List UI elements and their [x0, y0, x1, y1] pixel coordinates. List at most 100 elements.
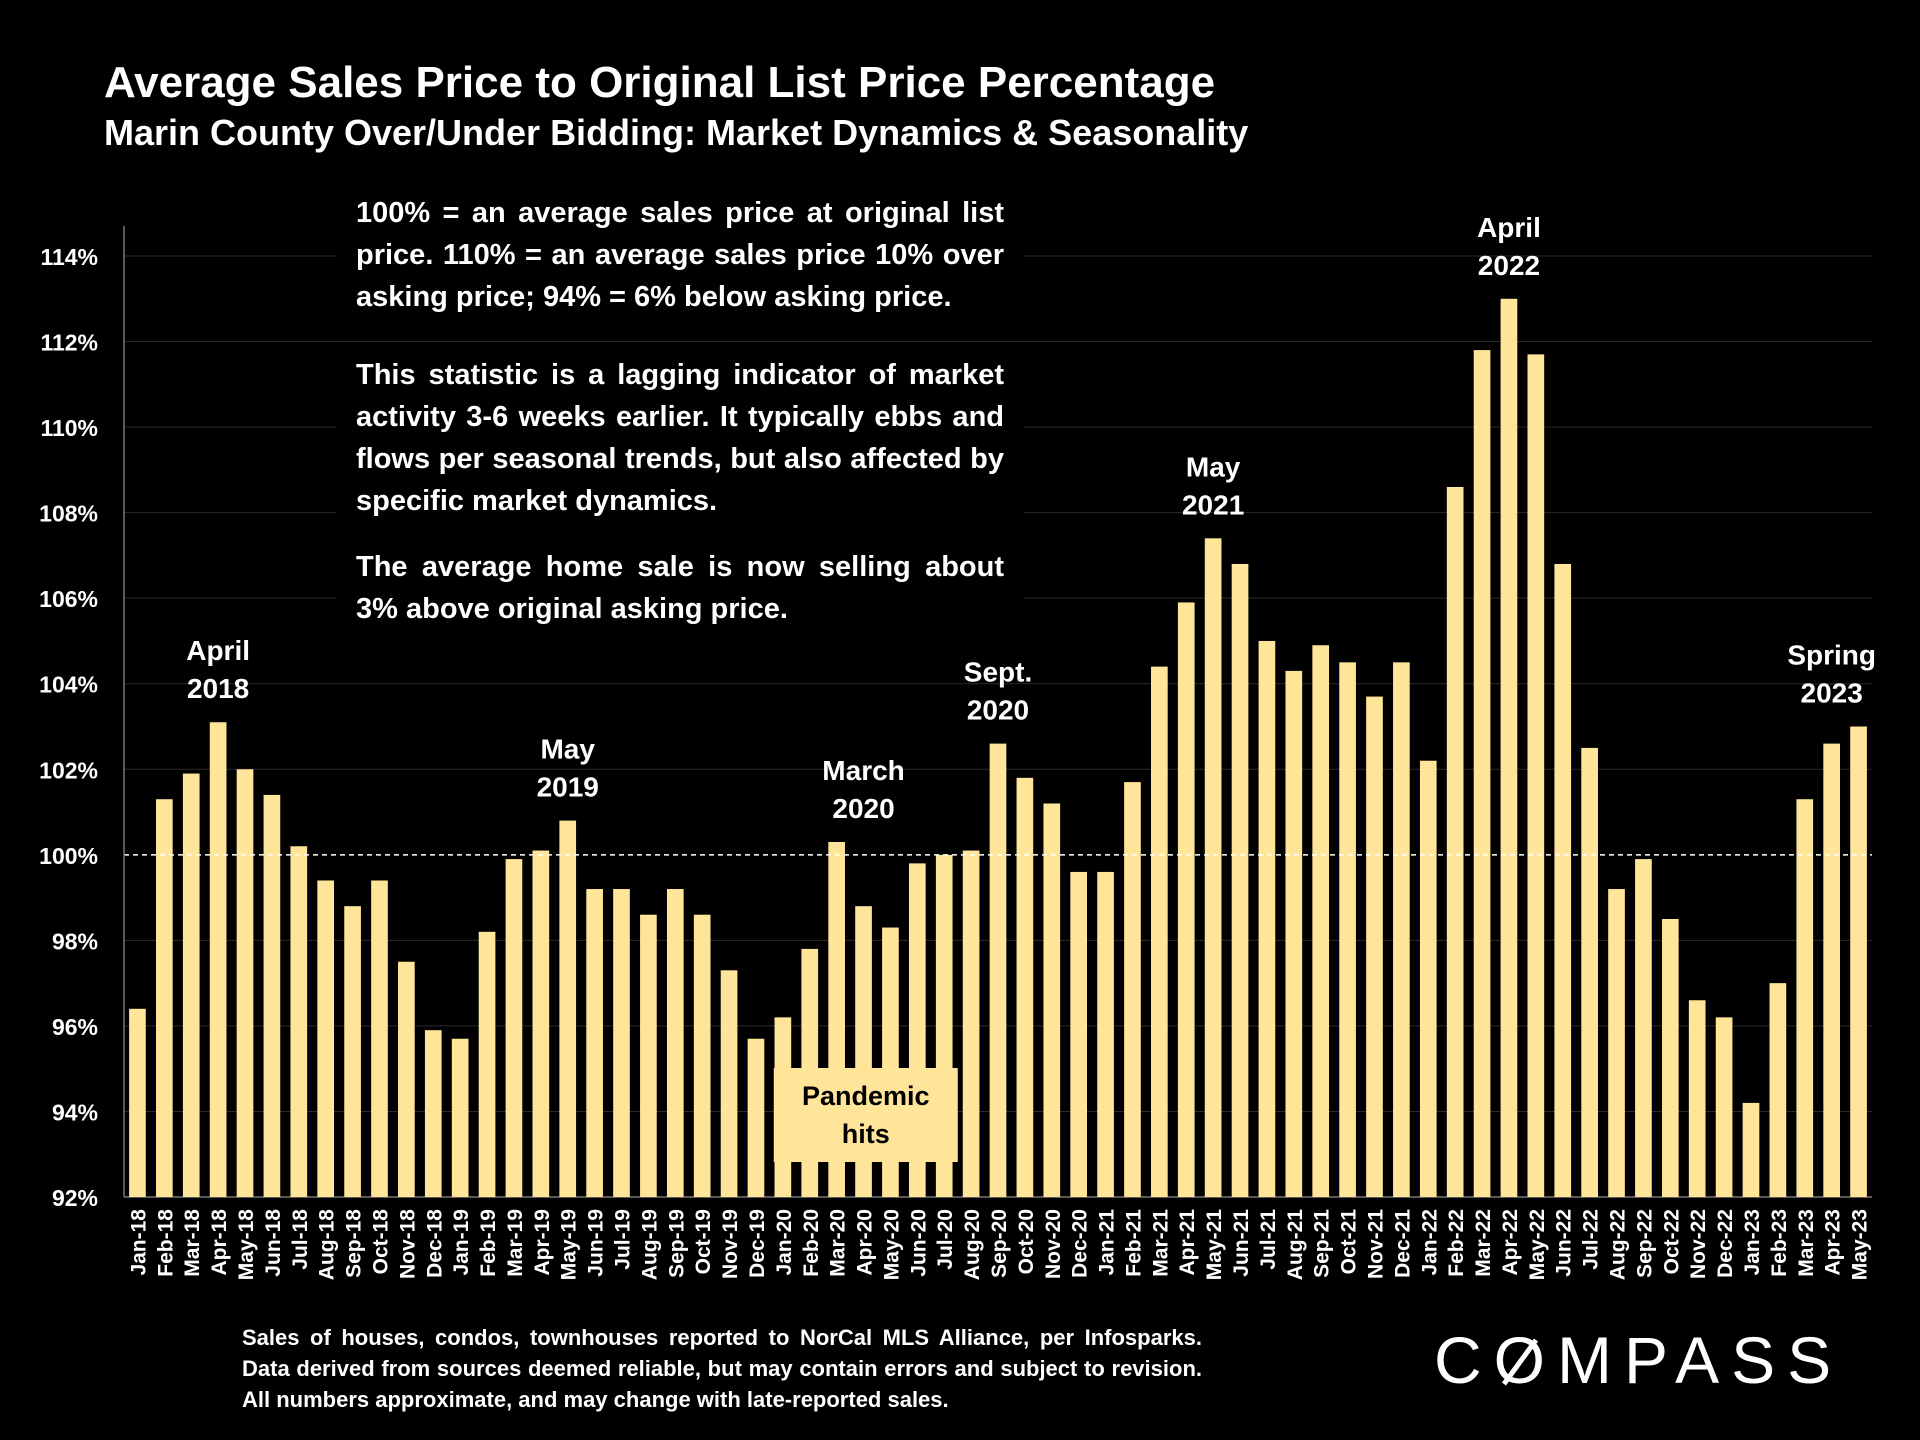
x-tick-label: May-21 [1203, 1209, 1226, 1281]
x-tick-label: Nov-21 [1364, 1209, 1387, 1279]
x-tick-label: Apr-20 [854, 1209, 877, 1276]
x-tick-label: Feb-22 [1445, 1209, 1468, 1277]
bar [1742, 1102, 1760, 1197]
bar [1231, 563, 1249, 1197]
x-tick-label: Oct-22 [1660, 1209, 1683, 1274]
bar [1204, 538, 1222, 1197]
bar [209, 722, 227, 1197]
annotation: May 2021 [1182, 451, 1244, 520]
x-tick-label: Jan-18 [127, 1209, 150, 1276]
x-tick-label: Sep-18 [343, 1209, 366, 1278]
bar [156, 799, 173, 1197]
bar [1850, 726, 1867, 1197]
bar [371, 880, 388, 1197]
y-tick-label: 110% [40, 415, 98, 441]
annotation: March 2020 [822, 755, 904, 824]
bar [1635, 859, 1652, 1197]
x-tick-label: Feb-20 [800, 1209, 823, 1277]
x-tick-label: Apr-23 [1822, 1209, 1845, 1276]
annotation-text: 2023 [1801, 678, 1863, 709]
x-tick-label: Nov-19 [719, 1209, 742, 1279]
annotation-text: 2022 [1478, 250, 1540, 281]
bar [290, 846, 308, 1197]
x-tick-label: May-20 [880, 1209, 903, 1280]
x-tick-label: Mar-21 [1149, 1209, 1172, 1277]
bar [1554, 563, 1572, 1197]
y-tick-label: 100% [39, 843, 98, 869]
bar [1823, 743, 1840, 1197]
bar [1366, 696, 1383, 1197]
bar [1070, 871, 1088, 1197]
bar [1393, 662, 1410, 1197]
bar [263, 794, 281, 1197]
source-footnote: Sales of houses, condos, townhouses repo… [242, 1325, 1202, 1412]
annotation-text: 2020 [967, 695, 1029, 726]
bar [451, 1038, 469, 1197]
x-tick-label: Jul-18 [289, 1209, 312, 1270]
chart-subtitle: Marin County Over/Under Bidding: Market … [104, 112, 1249, 153]
x-tick-label: Jan-22 [1418, 1209, 1441, 1276]
bar [478, 931, 496, 1197]
x-tick-label: Jul-19 [612, 1209, 635, 1270]
y-tick-label: 92% [52, 1185, 98, 1211]
x-tick-label: Sep-21 [1311, 1209, 1334, 1278]
x-tick-label: Mar-18 [181, 1209, 204, 1277]
bar [1473, 350, 1491, 1198]
y-tick-label: 114% [40, 244, 98, 270]
x-tick-label: Dec-19 [746, 1209, 769, 1278]
x-tick-label: Jan-21 [1096, 1209, 1119, 1276]
x-tick-label: Dec-20 [1069, 1209, 1092, 1278]
x-tick-label: Apr-22 [1499, 1209, 1522, 1276]
x-tick-label: Apr-19 [531, 1209, 554, 1276]
x-tick-label: Mar-23 [1795, 1209, 1818, 1277]
x-tick-label: Jul-21 [1257, 1209, 1280, 1270]
annotation-text: 2021 [1182, 489, 1244, 520]
annotation-text: March [822, 755, 904, 786]
bar [747, 1038, 765, 1197]
x-tick-label: Aug-22 [1607, 1209, 1630, 1280]
x-axis-ticks: Jan-18 Feb-18 Mar-18 Apr-18 May-18 Jun-18 Jul-… [127, 1209, 1871, 1281]
bar [129, 1008, 146, 1197]
x-tick-label: Jun-22 [1553, 1209, 1576, 1277]
annotation-text: 2020 [832, 793, 894, 824]
bar [1151, 666, 1168, 1197]
x-tick-label: Dec-21 [1391, 1209, 1414, 1278]
x-tick-label: Sep-19 [665, 1209, 688, 1278]
y-tick-label: 94% [52, 1099, 98, 1125]
x-tick-label: Sep-20 [988, 1209, 1011, 1278]
bar [1500, 298, 1518, 1198]
bar [182, 773, 200, 1197]
bar [1097, 871, 1114, 1197]
callout-box [773, 1068, 958, 1162]
x-tick-label: Aug-18 [316, 1209, 339, 1280]
bar [1339, 662, 1356, 1197]
x-tick-label: Oct-20 [1015, 1209, 1038, 1274]
callout-text: hits [842, 1119, 890, 1149]
x-tick-label: Jan-20 [773, 1209, 796, 1276]
x-tick-label: Jul-22 [1580, 1209, 1603, 1270]
bar [1258, 640, 1276, 1197]
logo-text-pre: C [1434, 1323, 1494, 1397]
bar [1419, 760, 1437, 1197]
bar [693, 914, 711, 1197]
bar [962, 850, 980, 1197]
x-tick-label: Jun-18 [262, 1209, 285, 1277]
bar [1446, 486, 1464, 1197]
x-tick-label: Aug-19 [638, 1209, 661, 1280]
x-tick-label: Nov-18 [396, 1209, 419, 1279]
x-tick-label: Aug-20 [961, 1209, 984, 1280]
callout-text: Pandemic [802, 1081, 930, 1111]
annotation: April 2022 [1477, 212, 1541, 281]
y-tick-label: 106% [39, 586, 98, 612]
bar [640, 914, 657, 1197]
bar [1769, 983, 1787, 1197]
bar [1715, 1017, 1733, 1197]
bar [1124, 782, 1141, 1197]
explanation-paragraph-3: The average home sale is now selling abo… [336, 546, 1024, 630]
annotation: April 2018 [186, 635, 250, 704]
y-tick-label: 104% [39, 672, 98, 698]
bar [1177, 602, 1195, 1197]
bar [559, 820, 577, 1197]
bar [720, 970, 738, 1197]
bar [1312, 645, 1330, 1197]
